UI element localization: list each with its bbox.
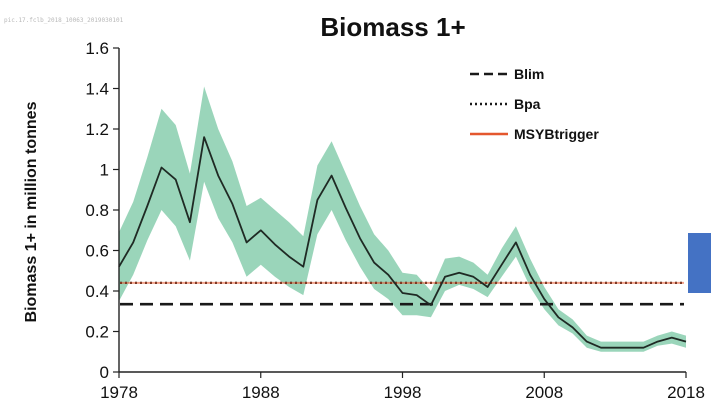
y-tick-label: 0.8 xyxy=(85,201,109,220)
y-tick-label: 1.6 xyxy=(85,39,109,58)
chart-title: Biomass 1+ xyxy=(320,12,465,42)
legend-label-blim: Blim xyxy=(514,66,544,82)
legend-label-bpa: Bpa xyxy=(514,96,541,112)
x-tick-label: 1998 xyxy=(384,383,422,402)
watermark-text: pic.17.fclb_2018_10063_2019030101 xyxy=(4,17,124,24)
estimate-line xyxy=(118,136,687,349)
reference-lines-layer xyxy=(120,281,684,306)
x-tick-label: 1988 xyxy=(242,383,280,402)
x-tick-label: 1978 xyxy=(100,383,138,402)
y-tick-label: 0.6 xyxy=(85,242,109,261)
side-tab xyxy=(688,233,711,293)
legend: Blim Bpa MSYBtrigger xyxy=(470,66,599,142)
y-tick-label: 1 xyxy=(100,161,109,180)
y-tick-label: 1.4 xyxy=(85,80,109,99)
axes-layer: 0 0.2 0.4 0.6 0.8 1 1.2 1.4 1.6 1978 1988 1998 2008 2… xyxy=(85,39,705,402)
x-tick-label: 2008 xyxy=(525,383,563,402)
legend-label-msybtrigger: MSYBtrigger xyxy=(514,126,599,142)
y-tick-label: 0.4 xyxy=(85,282,109,301)
estimate-line-layer xyxy=(118,136,687,349)
y-tick-label: 0.2 xyxy=(85,323,109,342)
confidence-band xyxy=(119,86,686,352)
y-tick-label: 1.2 xyxy=(85,120,109,139)
y-axis-label: Biomass 1+ in million tonnes xyxy=(23,101,40,322)
confidence-band-layer xyxy=(119,86,686,352)
y-tick-label: 0 xyxy=(100,363,109,382)
x-tick-label: 2018 xyxy=(667,383,705,402)
